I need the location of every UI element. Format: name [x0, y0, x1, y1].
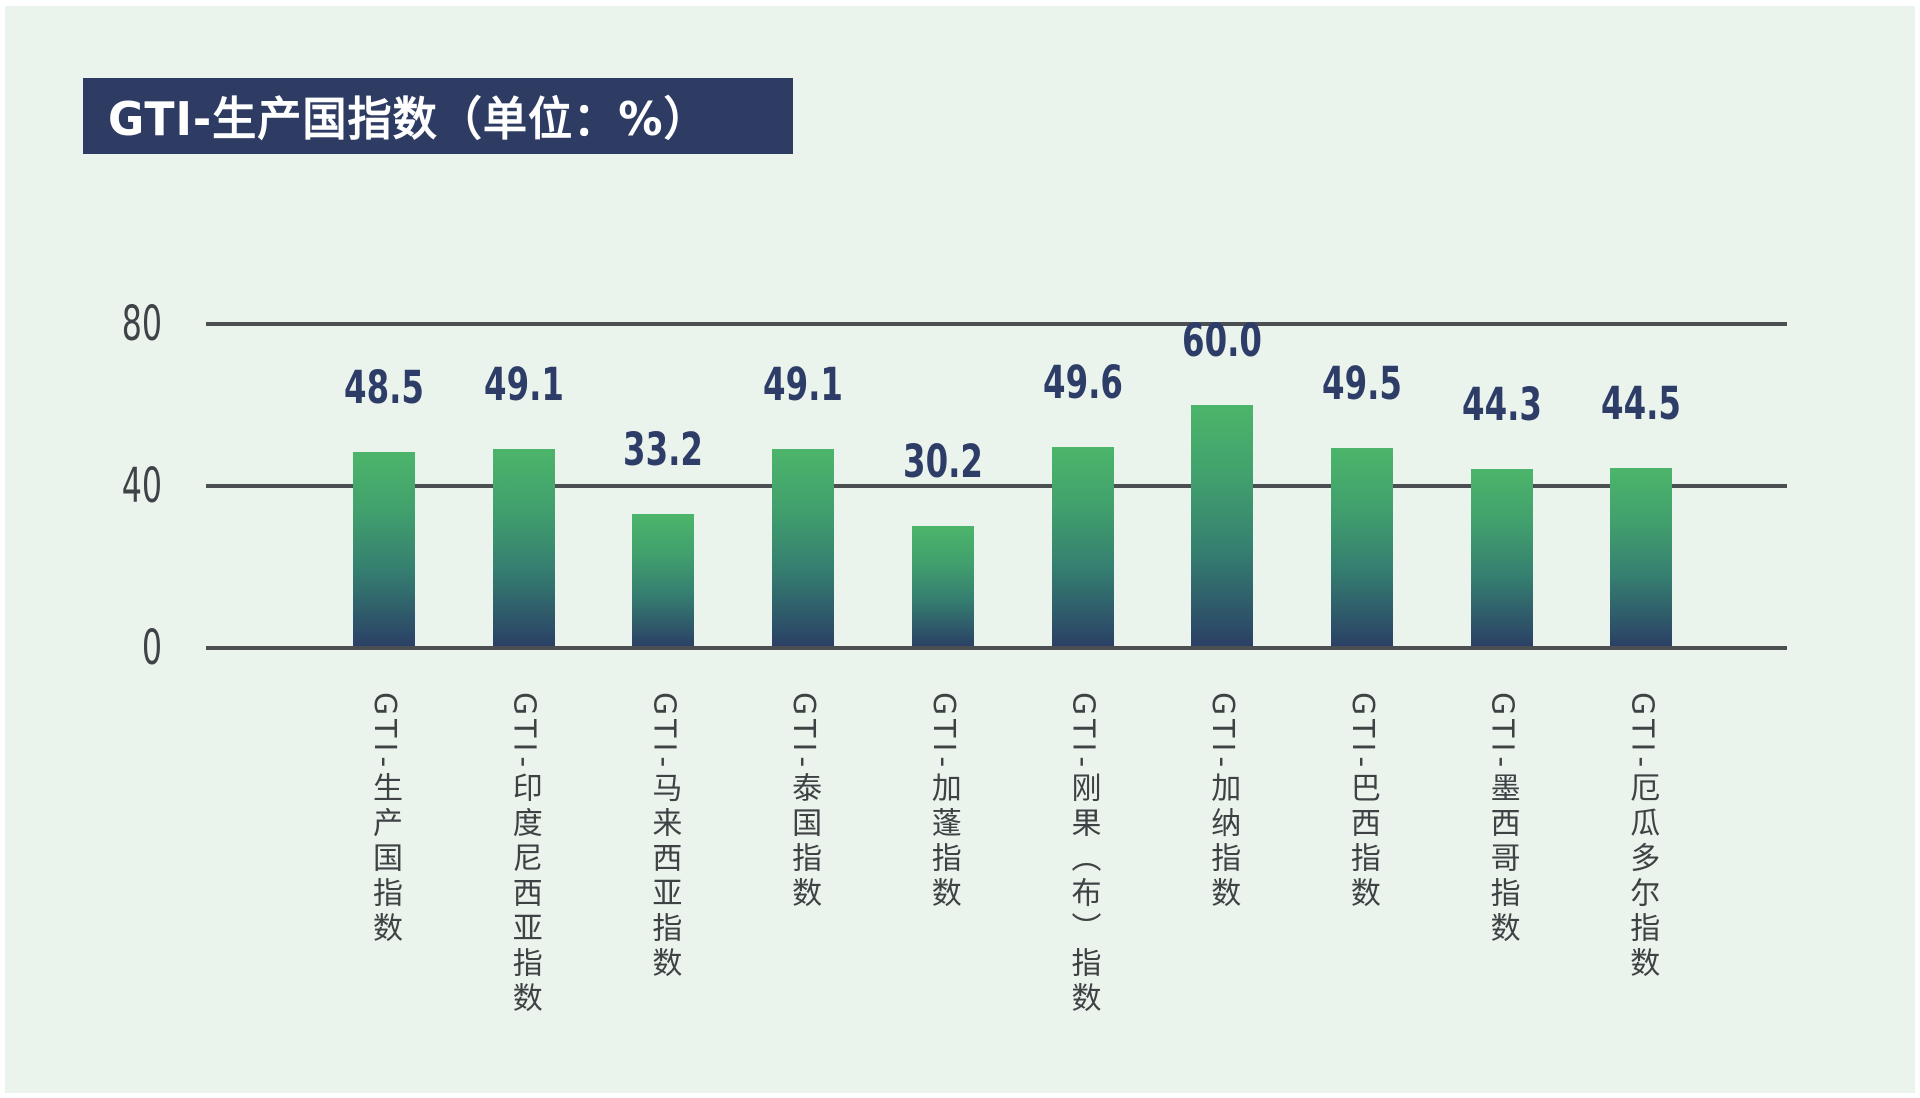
gridline-40 [206, 484, 1787, 488]
bar-5 [1051, 447, 1114, 648]
gridline-80 [206, 322, 1787, 326]
x-axis-label-9: GTI-厄瓜多尔指数 [1624, 692, 1660, 983]
x-axis-label-0: GTI-生产国指数 [367, 692, 402, 948]
y-tick-label-40: 40 [121, 458, 162, 514]
bar-6 [1191, 405, 1254, 648]
bar-value-3: 49.1 [763, 358, 844, 412]
bar-value-2: 33.2 [623, 422, 704, 476]
chart-title-bar: GTI-生产国指数（单位：%） [83, 78, 793, 154]
bar-value-6: 60.0 [1182, 314, 1263, 367]
x-axis-label-5: GTI-刚果（布）指数 [1065, 692, 1101, 1018]
x-axis-label-2: GTI-马来西亚指数 [646, 692, 682, 983]
x-axis-label-8: GTI-墨西哥指数 [1484, 692, 1520, 948]
bar-value-0: 48.5 [344, 360, 424, 414]
chart-canvas: GTI-生产国指数（单位：%） 80 40 0 48.5 GTI-生产国指数 49.1 GT… [5, 6, 1915, 1093]
bar-9 [1610, 467, 1673, 648]
x-axis-label-3: GTI-泰国指数 [786, 692, 822, 913]
bar-value-5: 49.6 [1042, 356, 1123, 410]
bar-2 [632, 513, 695, 648]
x-axis-label-1: GTI-印度尼西亚指数 [506, 692, 542, 1018]
bar-value-7: 49.5 [1321, 356, 1402, 410]
bar-value-8: 44.3 [1461, 377, 1542, 431]
gridline-0 [206, 646, 1787, 650]
x-axis-label-7: GTI-巴西指数 [1344, 692, 1380, 913]
y-tick-label-80: 80 [121, 296, 162, 352]
chart-title: GTI-生产国指数（单位：%） [107, 92, 709, 146]
bar-value-1: 49.1 [483, 358, 564, 412]
bar-7 [1330, 447, 1393, 648]
y-tick-label-0: 0 [141, 620, 162, 676]
x-axis-label-6: GTI-加纳指数 [1205, 692, 1241, 913]
x-axis-label-4: GTI-加蓬指数 [925, 692, 961, 913]
bar-4 [911, 525, 974, 648]
bar-8 [1470, 468, 1533, 648]
bar-1 [492, 449, 555, 648]
bar-3 [772, 449, 835, 648]
bar-value-4: 30.2 [902, 434, 983, 488]
bar-0 [353, 451, 415, 648]
bar-value-9: 44.5 [1601, 376, 1682, 430]
